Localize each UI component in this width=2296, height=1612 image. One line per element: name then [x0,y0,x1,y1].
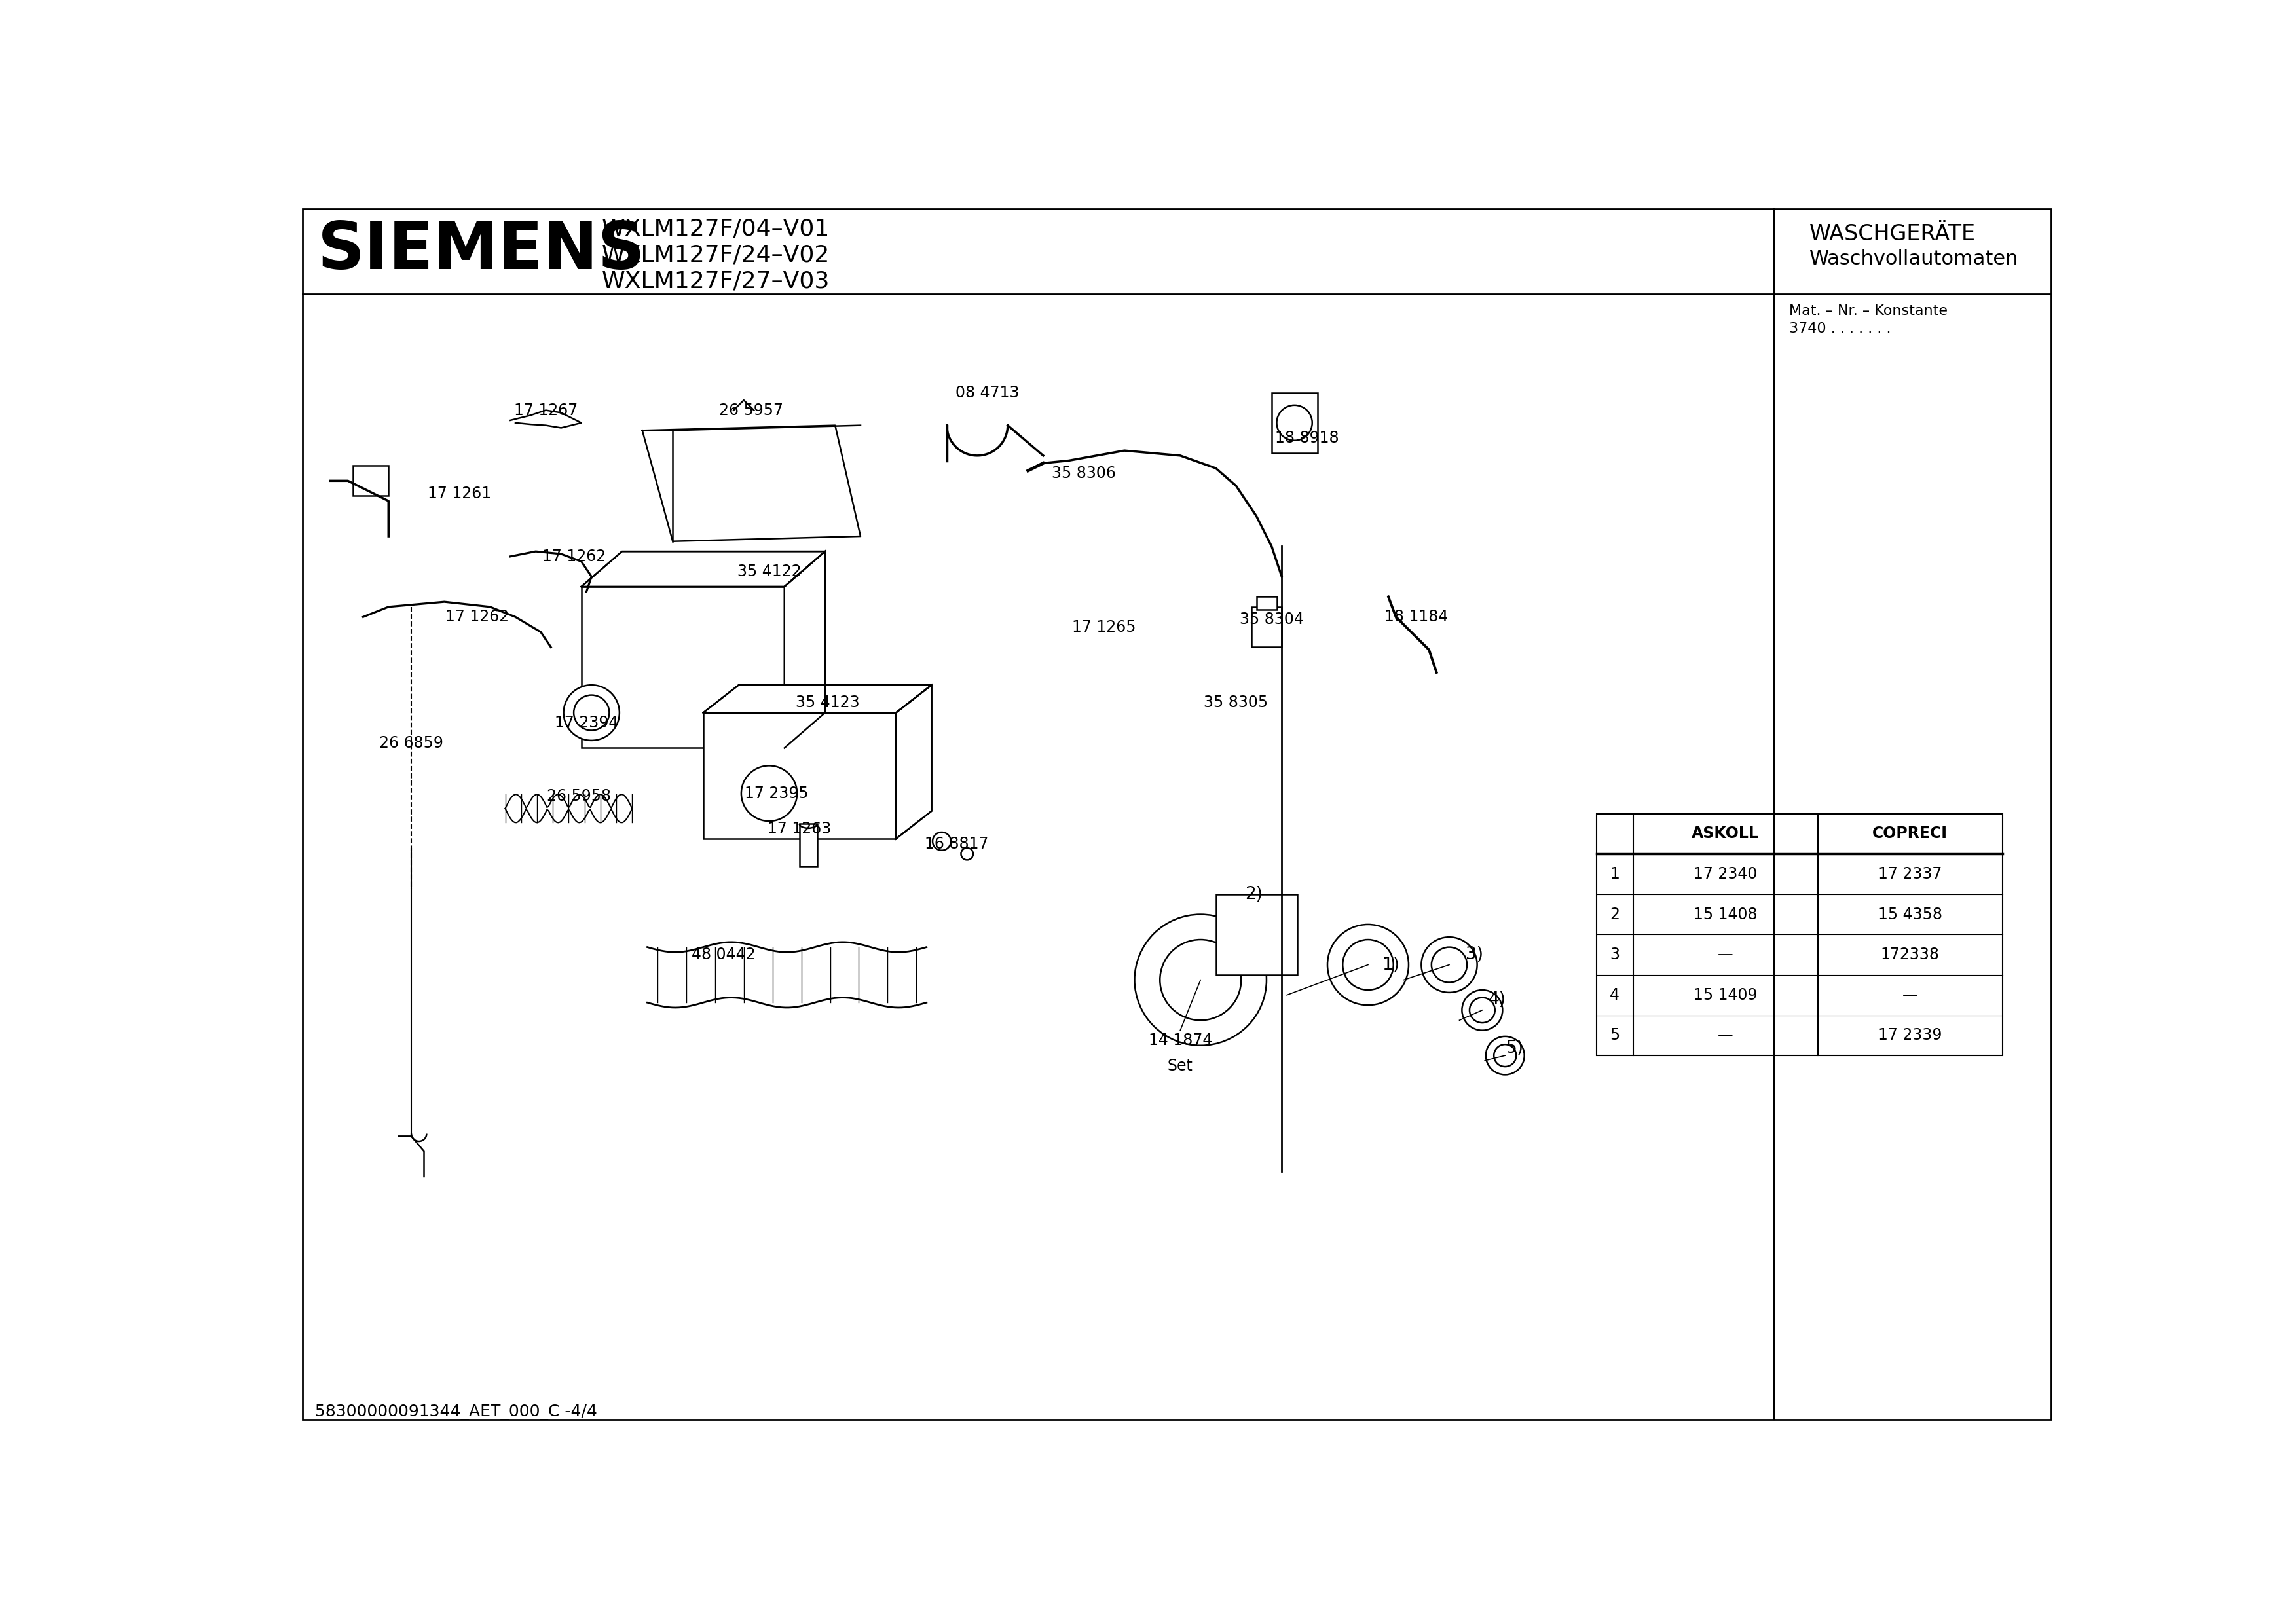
Text: 17 1263: 17 1263 [767,821,831,837]
Text: WXLM127F/24–V02: WXLM127F/24–V02 [602,243,829,266]
Bar [1596,814,2002,1056]
Text: SIEMENS: SIEMENS [317,219,645,284]
Bar [354,466,388,496]
Text: 4): 4) [1488,991,1506,1009]
Text: 17 2340: 17 2340 [1694,866,1756,882]
Text: 48 0442: 48 0442 [691,946,755,962]
Text: 35 4122: 35 4122 [737,564,801,579]
Text: WASCHGERÄTE: WASCHGERÄTE [1809,222,1977,245]
Text: 58300000091344_AET_000_C -4/4: 58300000091344_AET_000_C -4/4 [315,1404,597,1420]
Text: 14 1874: 14 1874 [1148,1033,1212,1048]
Text: 16 8817: 16 8817 [925,837,990,851]
Text: WXLM127F/27–V03: WXLM127F/27–V03 [602,271,829,292]
Text: 2: 2 [1609,906,1619,922]
Text: 18 1184: 18 1184 [1384,609,1449,625]
Circle shape [1495,1045,1515,1067]
Text: 5): 5) [1506,1040,1525,1056]
Text: 1: 1 [1609,866,1619,882]
Polygon shape [703,685,932,713]
Bar [1251,606,1281,646]
Text: 17 1261: 17 1261 [427,485,491,501]
Bar [799,824,817,867]
Text: 17 1262: 17 1262 [542,548,606,564]
Text: 17 1267: 17 1267 [514,403,579,418]
Circle shape [1343,940,1394,990]
Text: Waschvollautomaten: Waschvollautomaten [1809,250,2018,269]
Circle shape [1159,940,1242,1020]
Text: 17 2337: 17 2337 [1878,866,1942,882]
Text: Set: Set [1169,1057,1194,1074]
Polygon shape [895,685,932,838]
Circle shape [1327,924,1410,1006]
Circle shape [1463,990,1502,1030]
Text: 35 8304: 35 8304 [1240,611,1304,627]
Text: —: — [1717,946,1733,962]
Text: 5: 5 [1609,1027,1619,1043]
Bar [1272,393,1318,453]
Text: Mat. – Nr. – Konstante: Mat. – Nr. – Konstante [1789,305,1947,318]
Text: 17 2339: 17 2339 [1878,1027,1942,1043]
Bar [1217,895,1297,975]
Circle shape [742,766,797,821]
Text: ASKOLL: ASKOLL [1692,825,1759,841]
Text: 17 2395: 17 2395 [744,785,808,801]
Text: 35 8306: 35 8306 [1052,466,1116,480]
Text: 17 2394: 17 2394 [556,716,618,730]
Text: 26 5957: 26 5957 [719,403,783,418]
Text: 15 1408: 15 1408 [1694,906,1756,922]
Bar [1256,596,1277,609]
Text: 4: 4 [1609,987,1619,1003]
Circle shape [1134,914,1267,1046]
Text: 26 5958: 26 5958 [546,788,611,804]
Text: 08 4713: 08 4713 [955,385,1019,400]
Text: 2): 2) [1244,885,1263,903]
Circle shape [962,848,974,859]
Circle shape [574,695,608,730]
Text: 3: 3 [1609,946,1619,962]
Text: 172338: 172338 [1880,946,1940,962]
Polygon shape [785,551,824,748]
Circle shape [1469,998,1495,1022]
Text: 18 8918: 18 8918 [1274,430,1339,447]
Text: 17 1265: 17 1265 [1072,619,1137,635]
Text: 35 4123: 35 4123 [794,695,859,711]
Text: 17 1262: 17 1262 [445,609,510,625]
Text: 15 4358: 15 4358 [1878,906,1942,922]
Bar [581,587,785,748]
Text: —: — [1717,1027,1733,1043]
Bar [703,713,895,838]
Circle shape [932,832,951,851]
Circle shape [1486,1037,1525,1075]
Text: 26 6859: 26 6859 [379,735,443,751]
Text: 15 1409: 15 1409 [1694,987,1756,1003]
Text: 3): 3) [1465,946,1483,964]
Text: COPRECI: COPRECI [1874,825,1947,841]
Circle shape [1430,948,1467,982]
Text: 1): 1) [1382,956,1401,974]
Text: 35 8305: 35 8305 [1203,695,1267,711]
Text: WXLM127F/04–V01: WXLM127F/04–V01 [602,218,829,240]
Text: —: — [1903,987,1917,1003]
Polygon shape [581,551,824,587]
Circle shape [1277,405,1313,440]
Circle shape [563,685,620,740]
Text: 3740 . . . . . . .: 3740 . . . . . . . [1789,322,1892,335]
Circle shape [1421,937,1476,993]
